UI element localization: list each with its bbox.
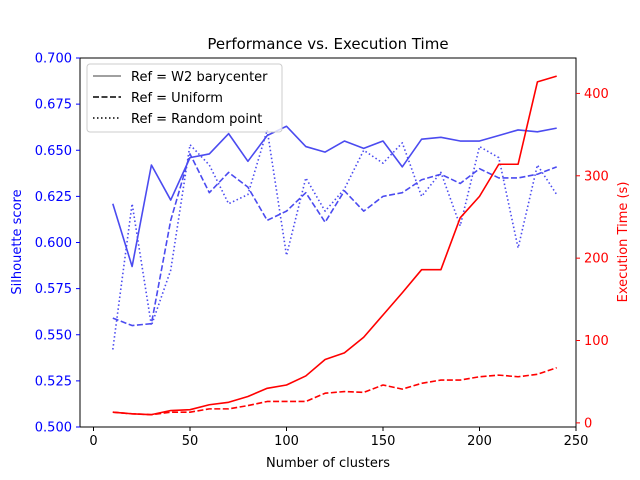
y-left-tick-label: 0.550 [35, 328, 72, 343]
legend-label-w2-barycenter: Ref = W2 barycenter [131, 70, 268, 85]
silhouette-line-solid [112, 125, 557, 268]
y-right-tick-label: 100 [584, 334, 609, 349]
chart-title: Performance vs. Execution Time [207, 35, 448, 53]
y-left-tick-label: 0.625 [35, 190, 72, 205]
y-right-tick-label: 200 [584, 252, 609, 267]
y-right-tick-label: 0 [584, 416, 592, 431]
x-tick-label: 50 [182, 434, 199, 449]
y-right-tick-label: 400 [584, 87, 609, 102]
y-left-tick-label: 0.600 [35, 236, 72, 251]
legend: Ref = W2 barycenter Ref = Uniform Ref = … [86, 63, 283, 133]
legend-label-uniform: Ref = Uniform [131, 91, 223, 106]
x-axis-label: Number of clusters [266, 456, 390, 471]
time-line-dashed [112, 366, 557, 416]
y-left-tick-label: 0.675 [35, 98, 72, 113]
y-left-tick-label: 0.650 [35, 144, 72, 159]
y-axis-left-label: Silhouette score [10, 189, 25, 294]
time-line-solid [112, 75, 557, 416]
y-left-tick-label: 0.700 [35, 52, 72, 67]
silhouette-line-dashed [112, 153, 557, 327]
y-axis-right-label: Execution Time (s) [616, 182, 631, 303]
y-left-tick-label: 0.525 [35, 374, 72, 389]
y-left-tick-label: 0.575 [35, 282, 72, 297]
y-right-tick-label: 300 [584, 169, 609, 184]
legend-label-random-point: Ref = Random point [131, 112, 262, 127]
y-axis-left: 0.500 0.525 0.550 0.575 0.600 0.625 0.650 0.675… [35, 52, 80, 436]
x-tick-label: 200 [467, 434, 492, 449]
y-axis-right: 0 100 200 300 400 [576, 87, 609, 431]
x-axis: 0 50 100 150 200 250 [89, 427, 588, 449]
x-tick-label: 250 [564, 434, 589, 449]
x-tick-label: 150 [371, 434, 396, 449]
legend-box [86, 63, 283, 133]
plot-lines [112, 75, 558, 416]
x-tick-label: 0 [89, 434, 97, 449]
x-tick-label: 100 [274, 434, 299, 449]
y-left-tick-label: 0.500 [35, 421, 72, 436]
